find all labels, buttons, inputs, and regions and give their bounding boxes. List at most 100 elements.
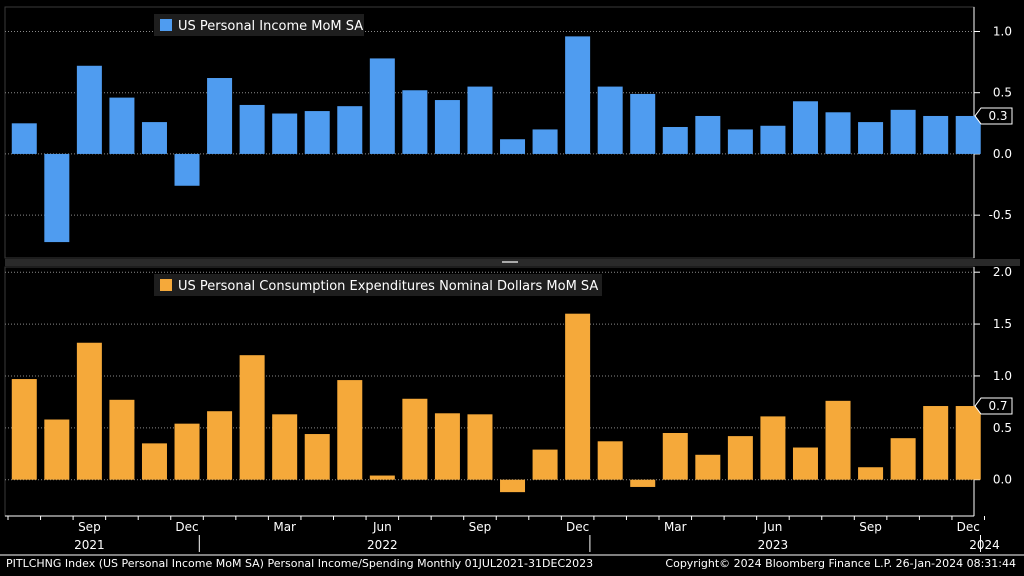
bar	[760, 125, 786, 154]
bar	[109, 399, 135, 480]
bar	[792, 101, 818, 154]
bar	[141, 443, 167, 480]
legend-label: US Personal Consumption Expenditures Nom…	[178, 279, 598, 294]
bar	[792, 447, 818, 480]
footer-copyright-text: Copyright© 2024 Bloomberg Finance L.P. 2…	[665, 557, 1016, 570]
x-month-label: Mar	[273, 520, 296, 534]
bar	[272, 113, 298, 154]
x-year-label: 2022	[367, 538, 398, 552]
bar	[597, 441, 623, 480]
x-month-label: Jun	[763, 520, 783, 534]
bar	[434, 100, 460, 154]
bar	[955, 406, 981, 480]
bar	[239, 104, 265, 154]
y-tick-label: 1.0	[993, 24, 1012, 38]
bar	[890, 438, 916, 480]
bar	[402, 398, 428, 480]
bar	[369, 58, 395, 154]
y-tick-label: 0.0	[993, 147, 1012, 161]
x-year-label: 2024	[969, 538, 1000, 552]
x-year-label: 2023	[758, 538, 789, 552]
y-tick-label: 0.0	[993, 473, 1012, 487]
bar	[565, 36, 591, 154]
bar	[44, 419, 70, 480]
y-tick-label: 1.0	[993, 369, 1012, 383]
bar	[304, 111, 330, 154]
bar	[109, 97, 135, 154]
footer: PITLCHNG Index (US Personal Income MoM S…	[6, 557, 1016, 570]
bar	[597, 86, 623, 154]
bar	[239, 355, 265, 480]
bar	[11, 379, 37, 480]
bar	[467, 86, 493, 154]
bar	[727, 436, 753, 480]
x-month-label: Dec	[566, 520, 589, 534]
legend-box	[154, 274, 602, 296]
bar	[532, 129, 558, 154]
bar	[825, 400, 851, 480]
bar	[207, 78, 233, 154]
legend-box	[154, 14, 364, 36]
x-month-label: Jun	[372, 520, 392, 534]
y-tick-label: 0.5	[993, 86, 1012, 100]
last-value-label: 0.7	[988, 399, 1007, 413]
bar	[662, 126, 688, 154]
bar	[630, 479, 656, 487]
x-month-label: Sep	[78, 520, 101, 534]
bar	[337, 380, 363, 480]
bar	[76, 65, 102, 154]
bar	[630, 93, 656, 154]
bar	[141, 122, 167, 154]
bar	[76, 342, 102, 480]
y-tick-label: 1.5	[993, 317, 1012, 331]
bar	[890, 109, 916, 154]
x-month-label: Sep	[859, 520, 882, 534]
bar	[174, 153, 200, 186]
bar	[825, 112, 851, 154]
x-month-label: Dec	[957, 520, 980, 534]
pce-panel: 2.0 1.5 1.0 0.5 0.0 US Personal Consumption E…	[4, 265, 1013, 517]
bar	[467, 414, 493, 480]
y-tick-label: 0.5	[993, 421, 1012, 435]
bar	[760, 416, 786, 480]
bar	[272, 414, 298, 480]
y-tick-label: -0.5	[989, 208, 1012, 222]
x-month-label: Dec	[175, 520, 198, 534]
footer-source-text: PITLCHNG Index (US Personal Income MoM S…	[6, 557, 593, 570]
last-value-tag	[974, 397, 1013, 415]
legend-label: US Personal Income MoM SA	[178, 19, 363, 34]
bar	[727, 129, 753, 154]
bar	[662, 433, 688, 480]
bar	[174, 423, 200, 480]
x-month-label: Mar	[664, 520, 687, 534]
bar	[337, 106, 363, 154]
bar	[402, 90, 428, 154]
bar	[369, 475, 395, 480]
bar	[565, 313, 591, 480]
bar	[434, 413, 460, 480]
x-year-label: 2021	[74, 538, 105, 552]
x-axis: Sep Dec Mar Jun Sep Dec Mar Jun Sep Dec 2021 2022 20…	[0, 259, 1024, 556]
last-value-tag	[974, 107, 1013, 125]
bar	[532, 449, 558, 480]
bar	[923, 115, 949, 154]
y-tick-label: 2.0	[993, 265, 1012, 279]
bar	[858, 467, 884, 480]
bar	[500, 479, 526, 493]
bar	[695, 115, 721, 154]
legend-swatch	[160, 19, 172, 31]
bar	[923, 406, 949, 480]
bar	[44, 153, 70, 243]
bar	[304, 434, 330, 480]
bar	[500, 139, 526, 154]
bar	[207, 411, 233, 480]
x-month-label: Sep	[469, 520, 492, 534]
legend-swatch	[160, 279, 172, 291]
bar	[11, 123, 37, 154]
last-value-label: 0.3	[988, 109, 1007, 123]
bar	[955, 115, 981, 154]
income-panel: 1.0 0.5 0.0 -0.5 US Personal Income MoM SA 0.…	[4, 6, 1013, 259]
bar	[695, 454, 721, 480]
